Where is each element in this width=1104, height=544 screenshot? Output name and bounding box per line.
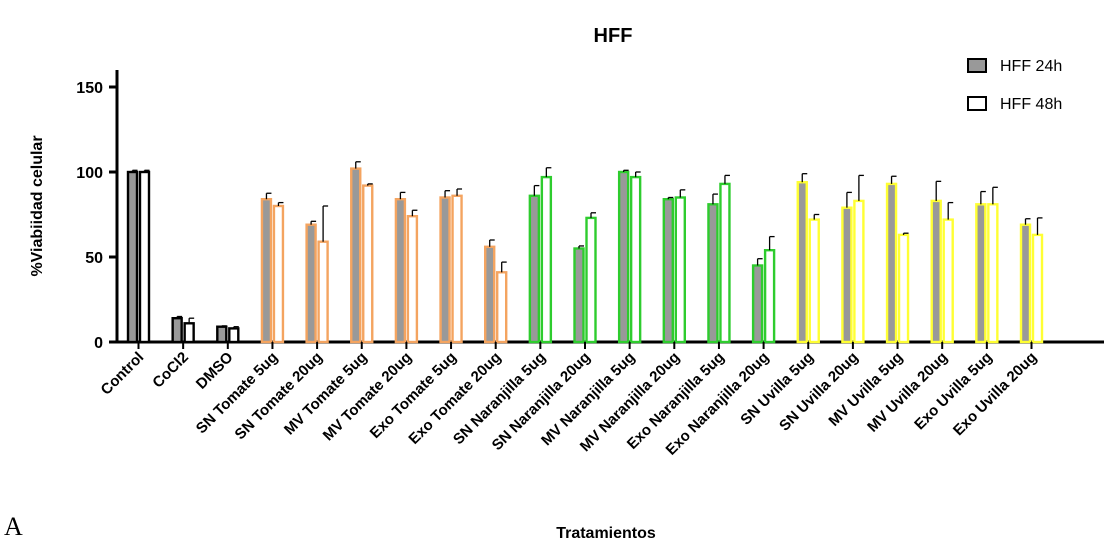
bar-48h bbox=[272, 204, 285, 344]
bar-24h bbox=[350, 167, 362, 344]
bar-48h bbox=[317, 240, 329, 344]
bar-24h bbox=[528, 194, 541, 344]
x-tick-label: Control bbox=[98, 349, 148, 399]
bar-24h bbox=[484, 245, 496, 344]
bar-48h bbox=[942, 218, 954, 344]
bar-24h bbox=[930, 199, 942, 344]
bar-24h bbox=[126, 170, 139, 344]
bar-48h bbox=[808, 218, 820, 344]
x-axis-label: Tratamientos bbox=[556, 525, 656, 542]
bar-48h bbox=[629, 175, 642, 344]
bar-48h bbox=[763, 248, 776, 344]
bar-48h bbox=[853, 199, 865, 344]
legend-swatch-0 bbox=[967, 58, 987, 73]
legend-swatch-1 bbox=[967, 96, 987, 111]
x-tick-label: SN Uvilla 20ug bbox=[776, 349, 862, 435]
y-tick-label: 150 bbox=[76, 80, 103, 97]
bar-24h bbox=[751, 264, 764, 344]
x-tick-label: Exo Uvilla 20ug bbox=[950, 349, 1040, 439]
legend-label: HFF 48h bbox=[1000, 96, 1062, 113]
bar-48h bbox=[674, 196, 686, 344]
x-tick-label: Exo Uvilla 5ug bbox=[911, 349, 996, 434]
bar-48h bbox=[987, 203, 999, 344]
y-tick-label: 100 bbox=[76, 165, 103, 182]
bar-48h bbox=[897, 233, 910, 344]
bar-48h bbox=[183, 322, 195, 344]
x-tick-label: SN Tomate 5ug bbox=[193, 349, 281, 437]
y-tick-label: 50 bbox=[85, 250, 103, 267]
bar-48h bbox=[496, 271, 508, 344]
bar-24h bbox=[707, 203, 719, 344]
chart-title: HFF bbox=[594, 25, 633, 47]
bar-48h bbox=[451, 194, 463, 344]
x-tick-label: CoCl2 bbox=[149, 349, 192, 392]
bar-48h bbox=[1031, 233, 1044, 344]
panel-label: A bbox=[4, 512, 23, 541]
bar-24h bbox=[841, 206, 853, 344]
bar-48h bbox=[406, 214, 419, 344]
bar-24h bbox=[439, 196, 451, 344]
bar-24h bbox=[796, 180, 808, 344]
bar-24h bbox=[305, 223, 317, 344]
y-tick-label: 0 bbox=[94, 335, 103, 352]
legend: HFF 24h HFF 48h bbox=[967, 58, 1062, 113]
bar-48h bbox=[540, 175, 553, 344]
y-axis-label: %Viabiidad celular bbox=[29, 135, 46, 276]
x-tick-label: DMSO bbox=[193, 349, 237, 393]
bar-24h bbox=[662, 197, 674, 344]
bar-48h bbox=[362, 184, 374, 344]
bar-24h bbox=[216, 325, 228, 344]
legend-label: HFF 24h bbox=[1000, 58, 1062, 75]
bar-24h bbox=[171, 317, 183, 344]
bar-48h bbox=[138, 170, 151, 344]
bar-48h bbox=[719, 182, 731, 344]
bar-24h bbox=[573, 247, 585, 344]
bar-24h bbox=[975, 203, 987, 344]
x-tick-label: MV Uvilla 20ug bbox=[864, 349, 951, 436]
bar-24h bbox=[1019, 223, 1032, 344]
bar-48h bbox=[228, 327, 240, 344]
bar-24h bbox=[394, 197, 407, 344]
bar-24h bbox=[885, 182, 898, 344]
bar-24h bbox=[260, 197, 273, 344]
bar-48h bbox=[585, 216, 597, 344]
bar-24h bbox=[617, 170, 630, 344]
